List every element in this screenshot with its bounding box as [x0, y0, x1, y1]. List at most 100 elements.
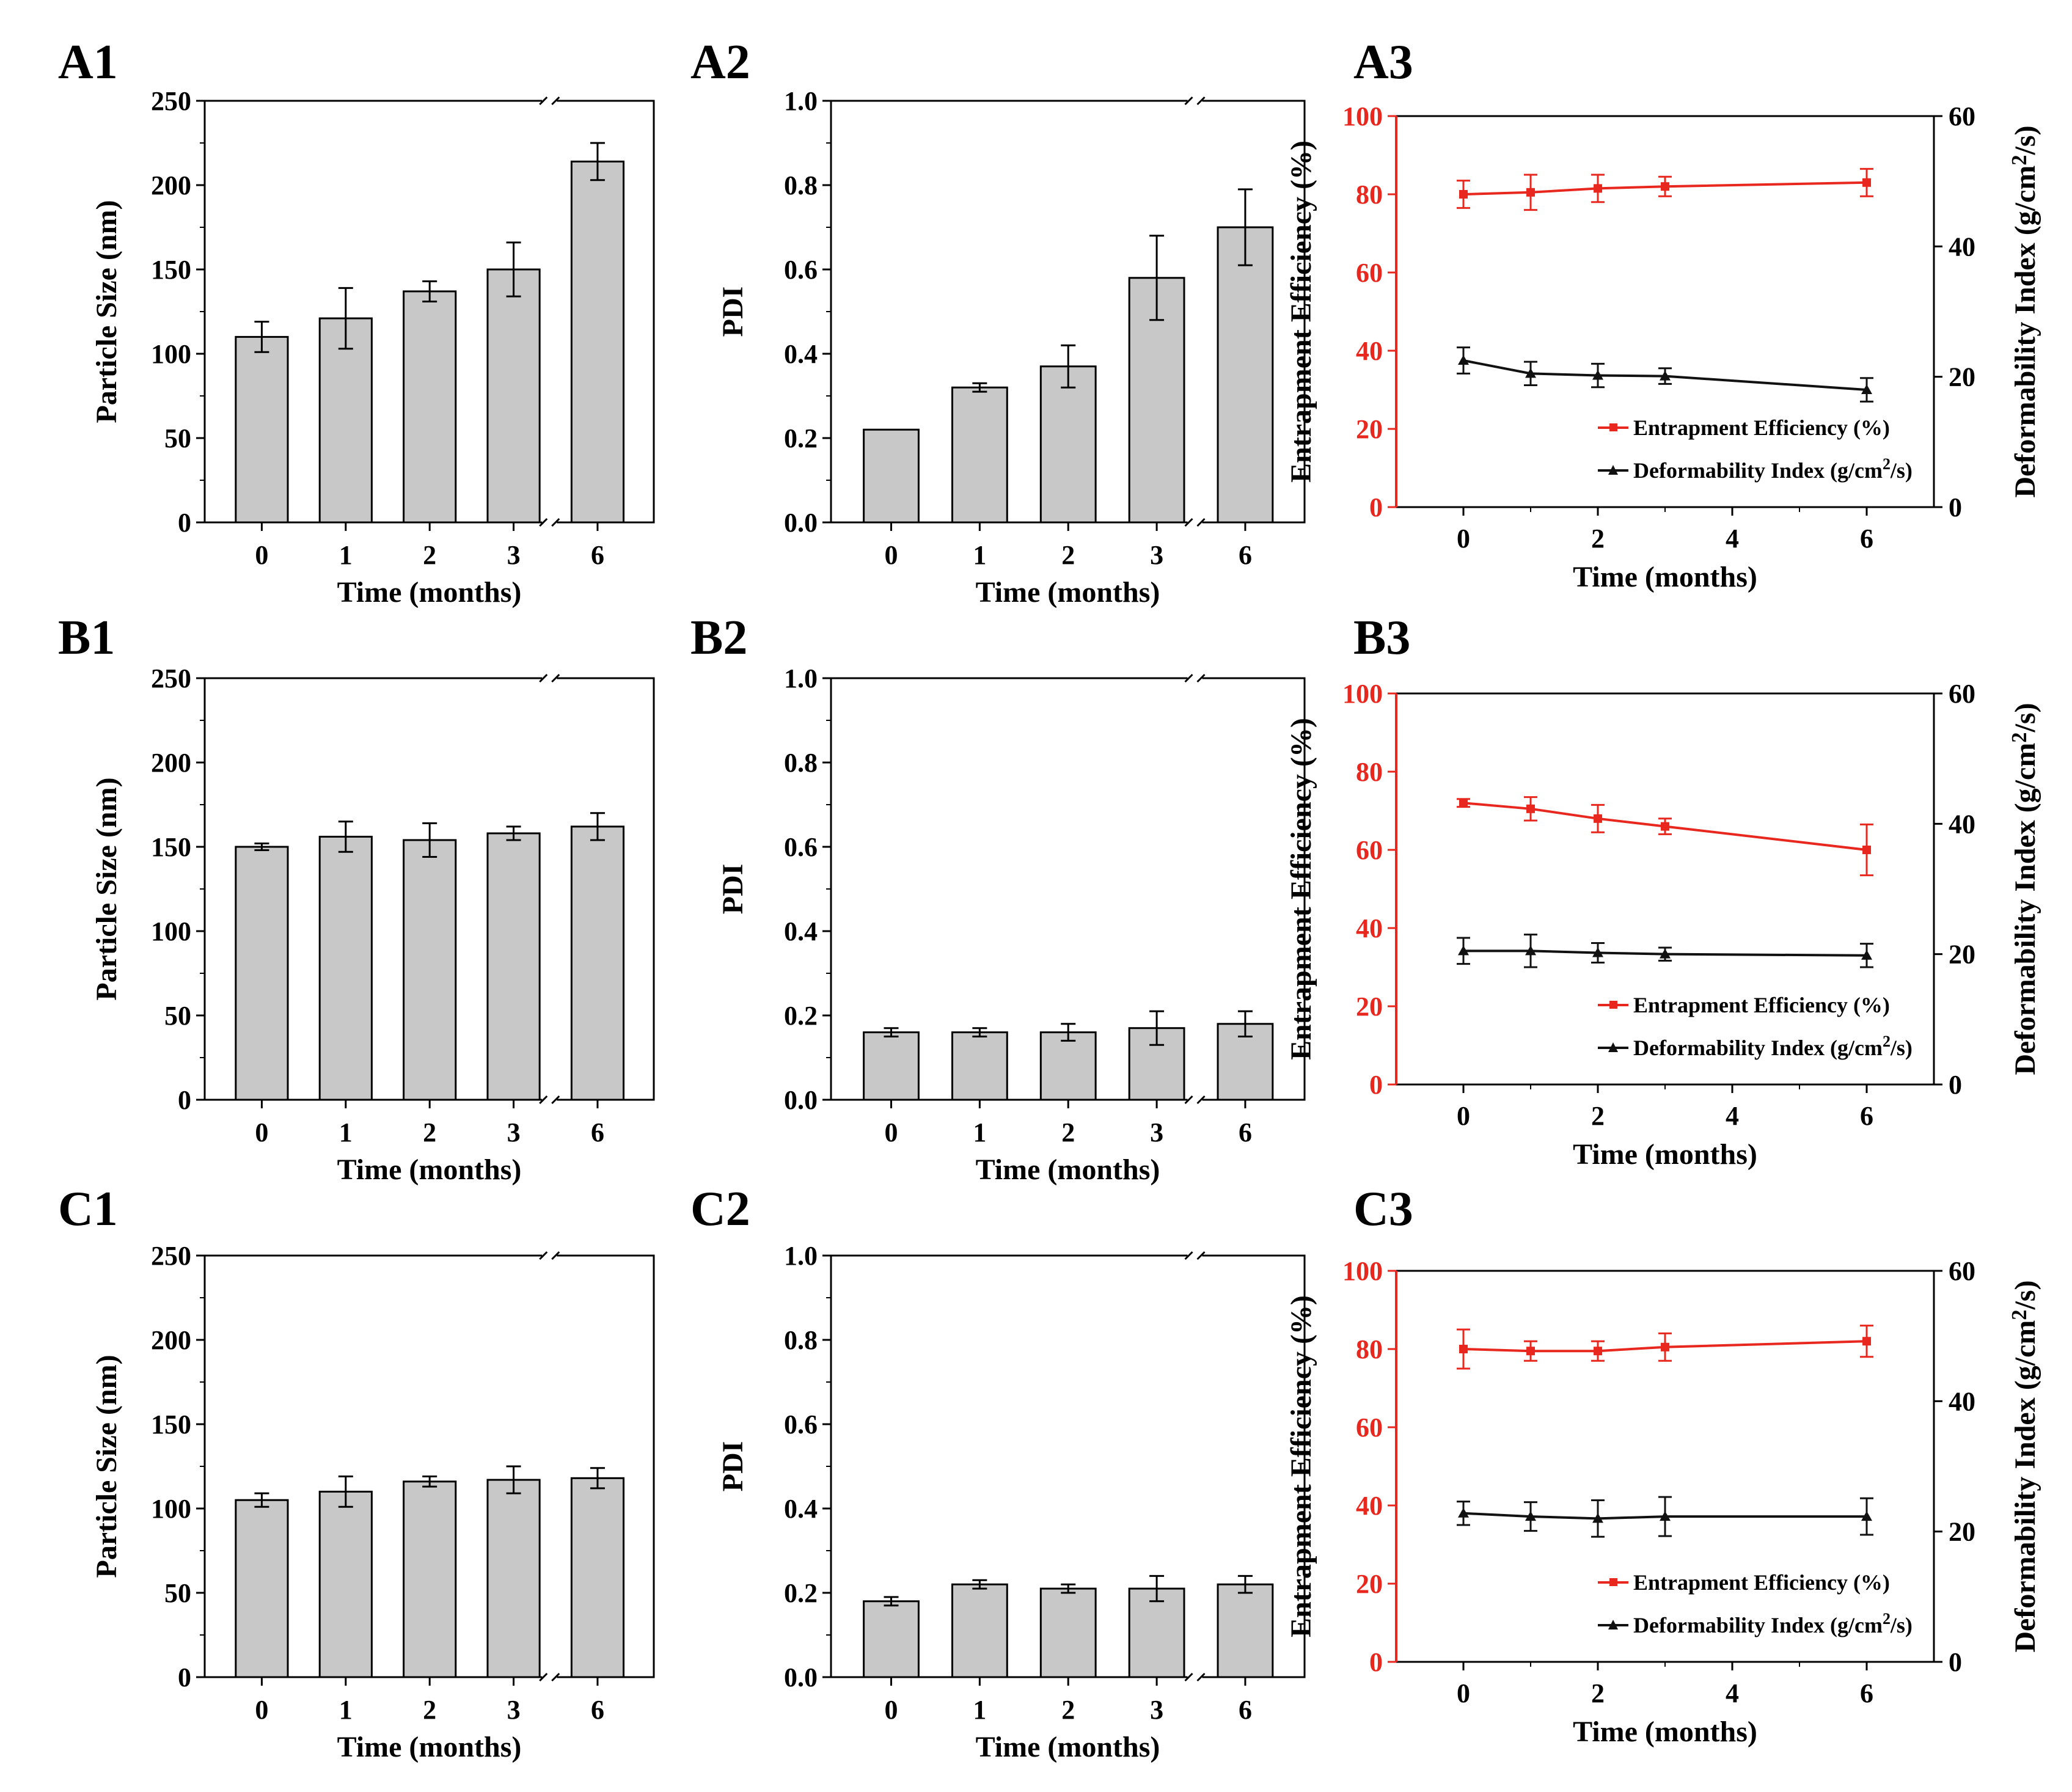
bar: [951, 1031, 1008, 1101]
bar: [951, 1583, 1008, 1678]
y-tick-label: 50: [164, 1578, 191, 1608]
x-tick-label: 1: [973, 1695, 986, 1725]
data-point: [1661, 1342, 1669, 1351]
x-tick-label: 1: [339, 1695, 353, 1725]
axis-break-mark: [1196, 1251, 1206, 1260]
x-tick-label: 2: [1591, 524, 1605, 554]
y-tick-label: 50: [164, 423, 191, 453]
axis-break-mark: [539, 1672, 548, 1682]
data-point: [1592, 1513, 1603, 1523]
axis-break-mark: [1184, 96, 1193, 106]
y-tick-label: 0.4: [784, 916, 818, 946]
right-tick-label: 60: [1949, 679, 1975, 709]
y-tick-label: 0: [178, 1662, 191, 1692]
y-tick-label: 0.0: [784, 508, 818, 538]
panel-label: A3: [1353, 35, 1413, 89]
legend-marker: [1609, 1578, 1617, 1586]
bar: [1039, 1031, 1097, 1101]
data-point: [1592, 370, 1603, 380]
x-tick-label: 4: [1726, 1101, 1739, 1131]
y-axis-title: Particle Size (nm): [90, 200, 123, 423]
axis-break-mark: [551, 96, 560, 106]
x-tick-label: 0: [255, 1695, 268, 1725]
right-tick-label: 40: [1949, 809, 1975, 839]
axis-break-mark: [1196, 673, 1206, 683]
x-tick-label: 3: [1150, 540, 1163, 570]
axis-break-mark: [1184, 1095, 1193, 1105]
left-tick-label: 0: [1369, 1070, 1383, 1100]
axis-break-mark: [539, 96, 548, 106]
left-tick-label: 20: [1356, 1569, 1383, 1599]
left-tick-label: 80: [1356, 757, 1383, 787]
y-tick-label: 0.8: [784, 170, 818, 200]
chart-A2: A2 0.0 0.2 0.4 0.6 0.8 1.0 0 1 2 3 6 Time (months) PD…: [690, 35, 1306, 609]
data-point: [1526, 188, 1535, 197]
y-tick-label: 100: [151, 916, 191, 946]
legend-marker: [1608, 1042, 1618, 1052]
right-tick-label: 0: [1949, 492, 1962, 522]
y-axis-title: PDI: [717, 864, 749, 915]
data-point: [1526, 1347, 1535, 1356]
y-tick-label: 250: [151, 664, 191, 693]
left-tick-label: 60: [1356, 258, 1383, 288]
x-tick-label: 1: [339, 540, 353, 570]
bar: [318, 835, 373, 1101]
left-tick-label: 100: [1342, 1256, 1383, 1286]
right-tick-label: 20: [1949, 362, 1975, 392]
axis-break-mark: [1196, 1095, 1206, 1105]
data-point: [1861, 1511, 1872, 1521]
left-tick-label: 40: [1356, 1491, 1383, 1521]
data-point: [1526, 804, 1535, 813]
y-tick-label: 0.4: [784, 339, 818, 369]
y-tick-label: 0.0: [784, 1085, 818, 1115]
panel-label: B1: [58, 611, 115, 665]
x-tick-label: 3: [1150, 1117, 1163, 1147]
panel-label: C1: [58, 1182, 118, 1236]
data-point: [1861, 949, 1872, 960]
x-tick-label: 6: [1239, 540, 1252, 570]
y-tick-label: 0.4: [784, 1494, 818, 1524]
x-tick-label: 2: [1061, 540, 1075, 570]
right-tick-label: 40: [1949, 232, 1975, 261]
x-axis-title: Time (months): [337, 1731, 522, 1763]
x-tick-label: 6: [1860, 1101, 1873, 1131]
bar: [951, 386, 1008, 524]
bar: [1217, 1583, 1274, 1678]
legend-label: Entrapment Efficiency (%): [1633, 993, 1890, 1017]
left-tick-label: 20: [1356, 992, 1383, 1022]
y-tick-label: 1.0: [784, 664, 818, 693]
data-point: [1459, 190, 1468, 199]
right-tick-label: 0: [1949, 1070, 1962, 1100]
y-axis-title: Particle Size (nm): [90, 1355, 123, 1578]
legend-label: Deformability Index (g/cm2/s): [1633, 1033, 1913, 1060]
data-point: [1862, 846, 1871, 854]
y-tick-label: 100: [151, 339, 191, 369]
x-tick-label: 4: [1726, 524, 1739, 554]
left-tick-label: 60: [1356, 835, 1383, 865]
legend-marker: [1608, 1620, 1618, 1629]
x-axis-title: Time (months): [337, 576, 522, 609]
data-point: [1458, 355, 1469, 365]
x-tick-label: 6: [1239, 1695, 1252, 1725]
bar: [1039, 1587, 1097, 1678]
x-axis-title: Time (months): [976, 1154, 1160, 1186]
chart-C3: C3 0 20 40 60 80 100 0 20 40 60 0 2 4 6 Entrapment Effi…: [1285, 1182, 2041, 1748]
legend-label: Entrapment Efficiency (%): [1633, 1570, 1890, 1595]
bar: [235, 1499, 289, 1678]
plot-frame: [1395, 115, 1935, 508]
left-tick-label: 0: [1369, 1647, 1383, 1677]
x-tick-label: 2: [1061, 1117, 1075, 1147]
bar: [570, 825, 625, 1101]
right-tick-label: 20: [1949, 940, 1975, 970]
x-tick-label: 1: [339, 1117, 353, 1147]
x-tick-label: 0: [255, 540, 268, 570]
axis-break-mark: [551, 1251, 560, 1260]
x-tick-label: 6: [1860, 1678, 1873, 1708]
bar: [235, 846, 289, 1101]
bar: [318, 1490, 373, 1678]
axis-break-mark: [539, 673, 548, 683]
data-point: [1660, 370, 1671, 381]
right-tick-label: 40: [1949, 1386, 1975, 1416]
x-tick-label: 0: [885, 1117, 898, 1147]
y-tick-label: 200: [151, 170, 191, 200]
